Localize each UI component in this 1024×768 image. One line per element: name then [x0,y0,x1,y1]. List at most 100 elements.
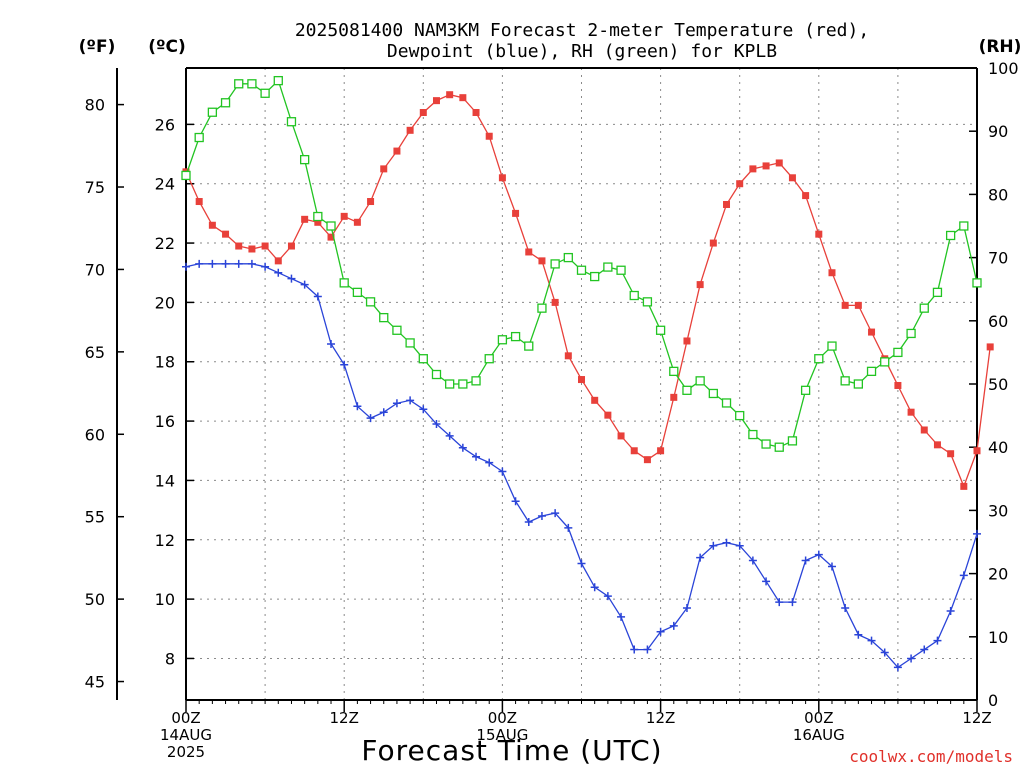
temperature-point [564,352,572,360]
dewpoint-point [313,292,322,301]
celsius-tick-label: 20 [155,293,175,312]
celsius-unit-label: (ºC) [148,37,186,57]
dewpoint-line [185,263,978,669]
dewpoint-point [920,645,929,654]
rh-tick-label: 90 [988,122,1008,141]
relative_humidity-point [906,328,916,339]
temperature-point [604,411,612,419]
dewpoint-point [458,443,467,452]
relative_humidity-point [629,290,639,301]
rh-tick-label: 0 [988,691,998,710]
relative_humidity-point [774,442,784,452]
temperature-point [723,200,731,208]
relative_humidity-point [510,331,521,342]
rh-tick-label: 40 [988,438,1008,457]
temperature-line [185,94,991,489]
relative_humidity-point [207,107,218,117]
relative_humidity-point [695,376,705,386]
temperature-point [643,456,651,464]
rh-tick-label: 30 [988,501,1008,520]
temperature-point [775,159,783,167]
temperature-point [578,376,585,384]
relative_humidity-point [721,398,732,408]
dewpoint-point [208,259,217,268]
relative_humidity-point [590,271,600,282]
dewpoint-point [867,636,876,645]
fahrenheit-tick-label: 55 [85,508,105,527]
temperature-point [736,180,744,188]
rh-tick-label: 20 [988,565,1008,584]
dewpoint-point [907,654,916,663]
dewpoint-point [946,606,955,615]
dewpoint-point [827,562,836,571]
dewpoint-point [234,259,243,268]
dewpoint-point [327,339,336,348]
dewpoint-point [696,553,705,562]
relative_humidity-point [313,211,323,222]
relative_humidity-point [405,338,415,348]
x-tick-label: 00Z [488,709,517,727]
temperature-point [446,91,454,99]
relative_humidity-point [458,379,468,389]
dewpoint-point [287,274,296,283]
series [181,75,994,672]
temperature-point [340,212,348,220]
celsius-tick-label: 12 [155,531,175,550]
temperature-point [749,165,757,173]
dewpoint-point [735,541,744,550]
relative_humidity-point [471,376,481,386]
temperature-point [802,192,810,200]
dewpoint-point [406,396,415,405]
dewpoint-point [933,636,942,645]
temperature-point [512,209,520,217]
dewpoint-point [472,452,481,461]
dewpoint-point [247,259,256,268]
dewpoint-point [379,408,388,417]
relative_humidity-point [247,79,257,89]
fahrenheit-tick-label: 50 [85,590,105,609]
temperature-point [274,257,282,265]
dewpoint-point [432,420,441,429]
dewpoint-point [841,604,850,613]
relative_humidity-point [445,379,455,389]
celsius-tick-label: 8 [165,649,175,668]
temperature-point [235,242,243,250]
temperature-point [485,132,493,140]
temperature-point [314,218,322,226]
relative_humidity-point [787,436,798,446]
dewpoint-point [630,645,639,654]
temperature-point [973,447,981,455]
relative_humidity-point [800,385,811,395]
x-tick-label: 00Z [804,709,833,727]
temperature-point [498,174,506,182]
dewpoint-point [485,458,494,467]
dewpoint-point [221,259,230,268]
relative_humidity-point [537,303,547,313]
relative_humidity-point [735,410,745,421]
chart-title-line-1: 2025081400 NAM3KM Forecast 2-meter Tempe… [295,20,869,41]
temperature-point [380,165,388,173]
temperature-point [551,298,559,306]
dewpoint-point [511,497,520,506]
relative_humidity-point [669,366,679,377]
temperature-point [986,343,994,351]
temperature-point [432,97,440,105]
dewpoint-point [419,405,428,414]
relative_humidity-point [194,132,204,143]
relative_humidity-point [497,335,508,345]
temperature-point [222,230,230,238]
temperature-point [947,450,955,458]
dewpoint-point [880,648,889,657]
temperature-point [630,447,638,455]
temperature-point [472,109,480,117]
relative_humidity-point [945,230,956,241]
temperature-point [933,441,941,449]
relative_humidity-point [326,221,336,231]
dewpoint-point [762,577,771,586]
dewpoint-point [445,431,454,440]
temperature-point [195,198,203,206]
rh-tick-label: 100 [988,59,1019,78]
dewpoint-point [564,523,573,532]
source-credit: coolwx.com/models [849,747,1013,766]
rh-tick-label: 70 [988,249,1008,268]
